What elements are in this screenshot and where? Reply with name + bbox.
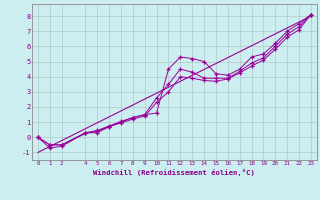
X-axis label: Windchill (Refroidissement éolien,°C): Windchill (Refroidissement éolien,°C): [93, 169, 255, 176]
